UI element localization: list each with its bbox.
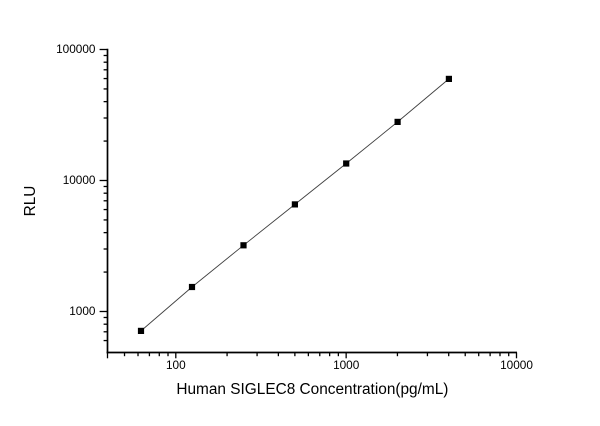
svg-text:RLU: RLU [22, 186, 39, 217]
svg-text:1000: 1000 [333, 358, 360, 372]
svg-text:10000: 10000 [500, 358, 533, 372]
svg-text:100000: 100000 [56, 42, 96, 56]
svg-text:10000: 10000 [63, 173, 96, 187]
svg-text:Human SIGLEC8 Concentration(pg: Human SIGLEC8 Concentration(pg/mL) [176, 381, 448, 398]
svg-text:1000: 1000 [69, 304, 96, 318]
svg-text:100: 100 [166, 358, 186, 372]
